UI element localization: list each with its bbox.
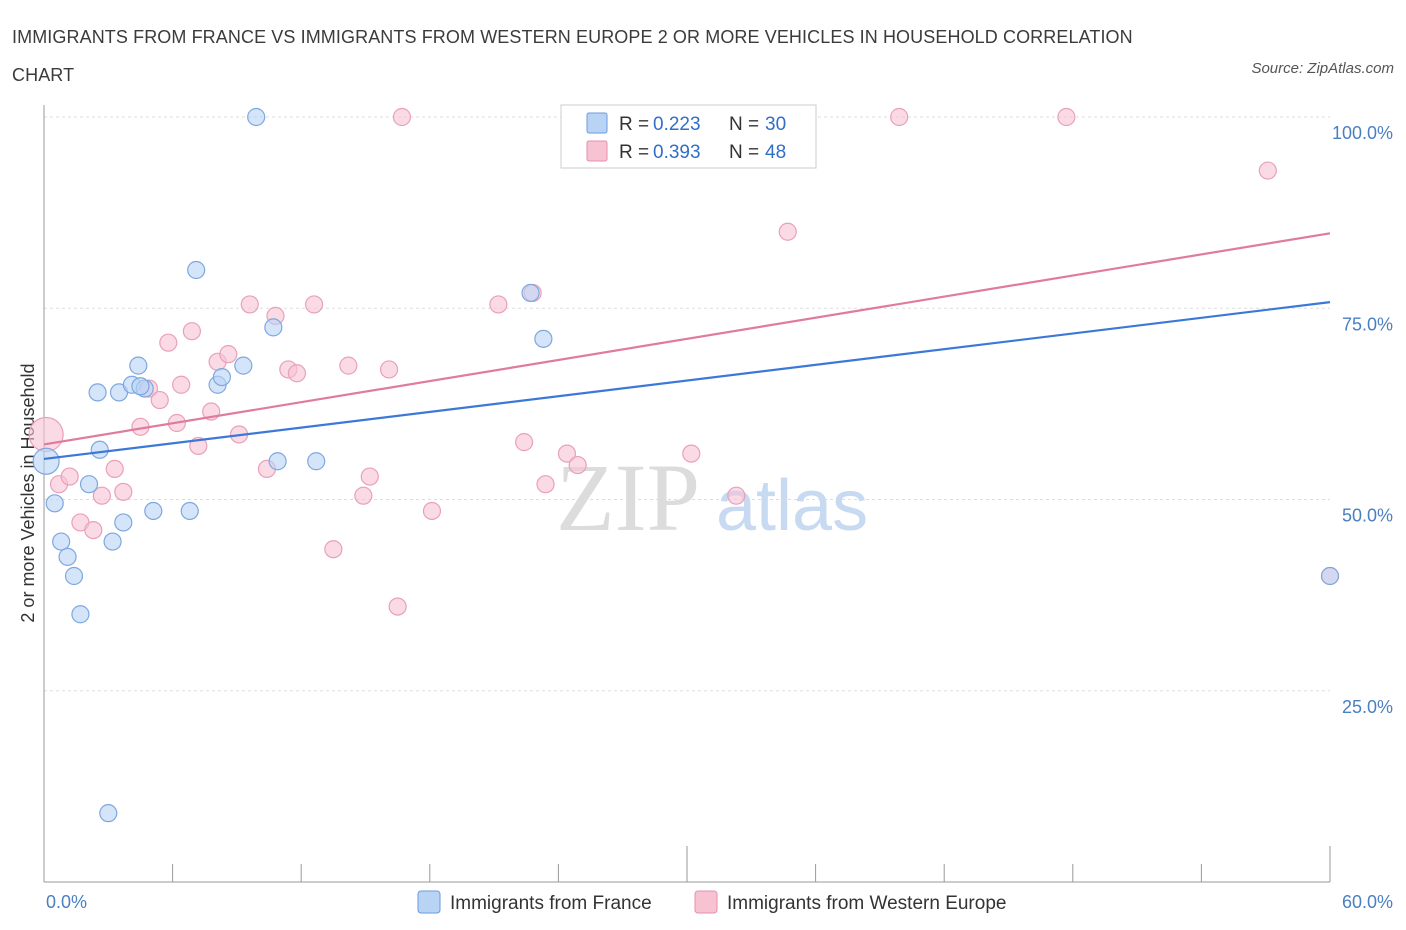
point-western-12 [105,459,124,478]
point-western-0 [392,107,412,127]
grid-lines [44,116,1330,692]
point-france-10 [90,440,109,459]
point-western-34 [360,467,379,486]
x-tick-label-min: 0.0% [46,892,87,912]
point-western-39 [515,433,534,452]
point-western-44 [682,444,701,463]
point-western-31 [324,540,343,559]
point-france-26 [534,329,553,348]
point-france-20 [212,368,231,387]
series-legend-label-western: Immigrants from Western Europe [727,893,1006,914]
series-legend-swatch-western [694,890,718,914]
point-western-19 [182,322,201,341]
point-western-37 [422,501,442,521]
point-western-25 [240,295,259,314]
y-tick-label-50: 50.0% [1342,506,1393,526]
point-western-45 [727,486,746,505]
chart-title: IMMIGRANTS FROM FRANCE VS IMMIGRANTS FRO… [12,27,1133,85]
trend-line-france [43,301,1331,461]
point-france-0 [247,107,266,127]
point-western-36 [388,597,407,616]
point-france-17 [144,501,163,521]
legend-n-value-france: 30 [765,114,786,135]
point-western-33 [354,486,373,505]
point-western-10 [84,520,103,540]
legend-swatch-france [586,112,608,134]
legend-r-value-france: 0.223 [653,114,701,135]
point-france-8 [79,475,99,494]
point-france-18 [180,501,199,521]
point-western-5 [778,222,797,241]
point-western-42 [557,444,577,463]
point-western-11 [92,486,111,505]
y-tick-label-75: 75.0% [1342,314,1393,334]
point-western-2 [890,107,909,127]
x-tick-label-max: 60.0% [1342,892,1393,912]
point-france-4 [52,532,71,551]
point-france-7 [71,605,90,624]
point-france-27 [1320,566,1340,586]
legend-n-label-france: N = [729,114,759,135]
point-france-6 [64,566,84,586]
point-western-16 [150,390,169,410]
point-france-22 [264,318,283,337]
point-western-35 [379,360,399,379]
point-france-28 [99,804,118,823]
point-western-3 [1057,107,1076,127]
y-tick-labels: 25.0% 50.0% 75.0% 100.0% [1332,123,1393,717]
point-western-17 [159,333,178,352]
point-western-38 [489,295,508,314]
point-france-1 [187,260,206,280]
point-france-5 [58,547,77,566]
point-western-8 [60,467,79,486]
point-france-3 [45,494,64,513]
series-legend-label-france: Immigrants from France [450,893,652,914]
correlation-legend: R = 0.223 N = 30 R = 0.393 N = 48 [560,104,817,169]
chart-source: Source: ZipAtlas.com [1251,60,1394,77]
point-western-4 [1258,161,1277,180]
point-western-30 [304,295,324,314]
point-western-23 [219,345,238,364]
watermark-atlas: atlas [716,466,868,546]
point-western-29 [287,364,307,383]
point-western-6 [28,416,64,453]
point-western-13 [114,482,133,501]
legend-r-label-france: R = [619,114,649,135]
point-france-25 [521,283,540,303]
legend-n-value-western: 48 [765,142,786,163]
point-france-13 [114,513,133,532]
y-tick-label-25: 25.0% [1342,697,1393,717]
point-western-32 [339,356,358,375]
legend-n-label-western: N = [729,142,759,163]
point-france-15 [129,356,148,375]
trend-lines [43,232,1331,461]
point-france-21 [234,356,253,375]
point-france-23 [268,452,287,471]
legend-r-label-western: R = [619,142,649,163]
point-western-41 [536,475,555,494]
series-legend: Immigrants from France Immigrants from W… [417,890,1006,914]
point-france-2 [32,447,60,475]
legend-swatch-western [586,140,608,162]
y-axis-title: 2 or more Vehicles in Household [18,363,38,622]
point-france-24 [307,452,326,471]
series-france-points [32,107,1340,823]
point-france-9 [88,383,107,402]
legend-r-value-western: 0.393 [653,142,701,163]
point-france-29 [131,377,150,396]
x-ticks [43,846,1331,882]
point-western-43 [568,455,587,475]
series-legend-swatch-france [417,890,441,914]
y-tick-label-100: 100.0% [1332,123,1393,143]
point-western-18 [172,375,191,394]
point-france-11 [103,532,122,551]
trend-line-western [43,232,1331,446]
